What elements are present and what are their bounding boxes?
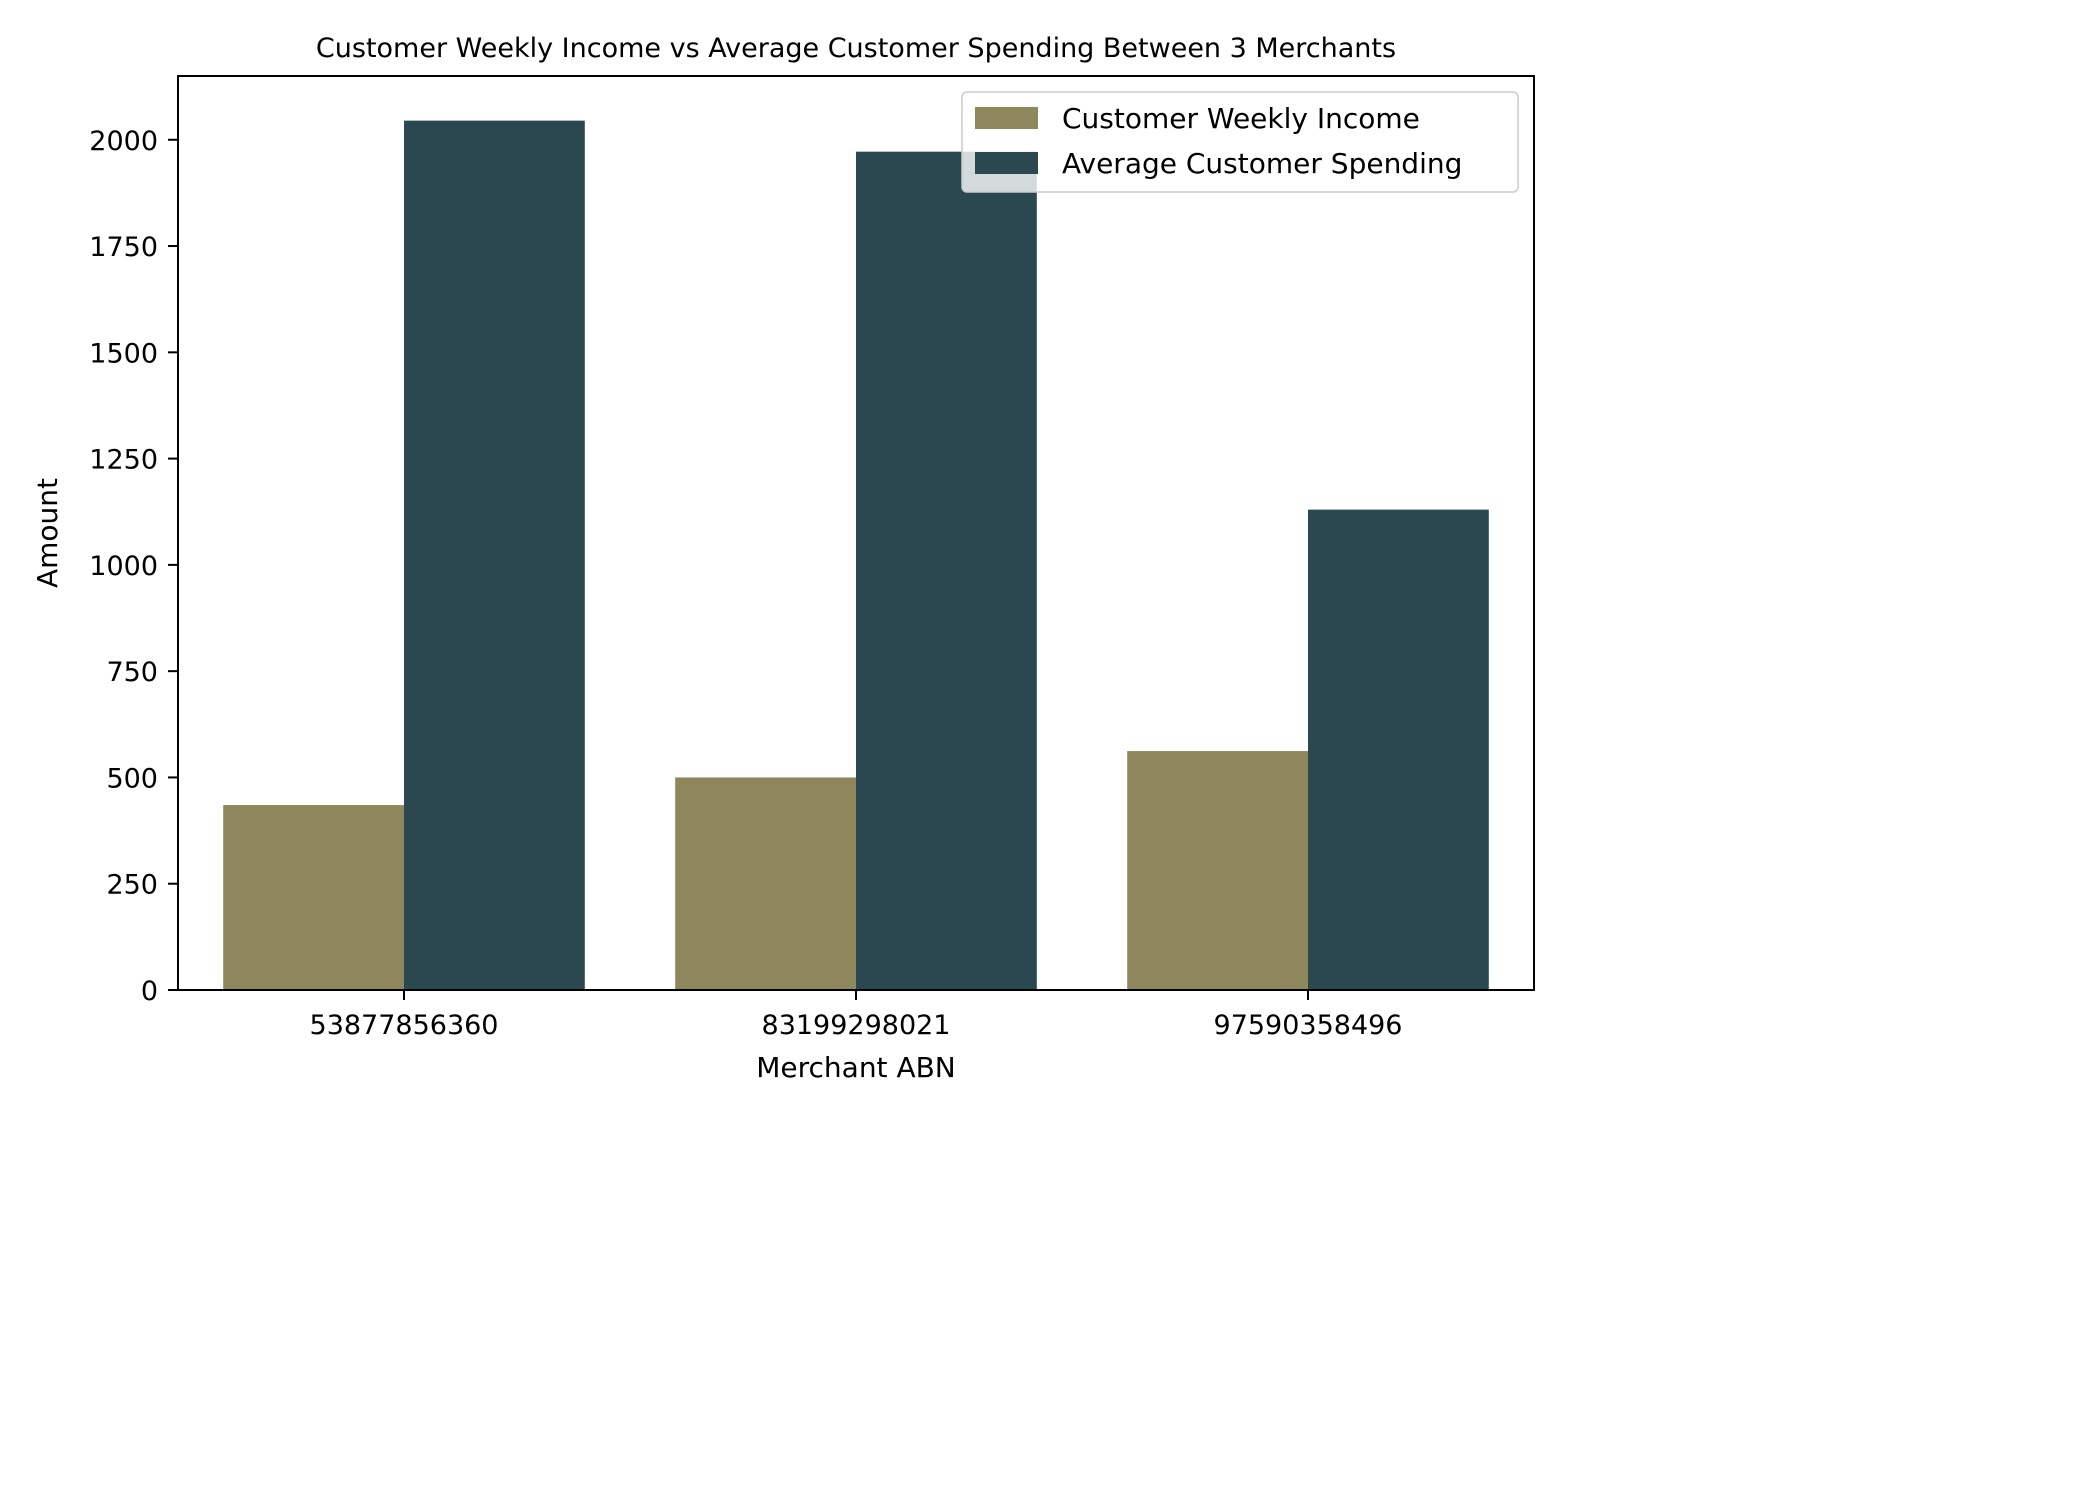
- y-axis-label: Amount: [31, 478, 64, 588]
- bar-average-customer-spending-83199298021: [856, 151, 1037, 991]
- bar-customer-weekly-income-83199298021: [675, 777, 856, 990]
- bar-customer-weekly-income-53877856360: [223, 805, 404, 990]
- x-axis: 53877856360 83199298021 97590358496: [310, 990, 1403, 1041]
- y-tick-label: 750: [106, 657, 158, 688]
- legend: Customer Weekly Income Average Customer …: [961, 91, 1519, 193]
- legend-swatch-average-customer-spending: [975, 152, 1038, 174]
- bar-chart: Customer Weekly Income vs Average Custom…: [31, 33, 1535, 1084]
- bar-average-customer-spending-53877856360: [404, 120, 585, 990]
- plot-frame: [177, 75, 1535, 991]
- y-tick-label: 1750: [89, 232, 158, 263]
- bar-average-customer-spending-97590358496: [1308, 509, 1489, 990]
- legend-label-customer-weekly-income: Customer Weekly Income: [1062, 102, 1420, 135]
- y-tick-label: 0: [141, 976, 158, 1007]
- chart-container: Customer Weekly Income vs Average Custom…: [31, 33, 1535, 1084]
- y-tick-label: 1500: [89, 338, 158, 369]
- x-tick-label: 83199298021: [762, 1010, 951, 1041]
- legend-label-average-customer-spending: Average Customer Spending: [1062, 147, 1462, 180]
- x-tick-label: 53877856360: [310, 1010, 499, 1041]
- y-tick-label: 250: [106, 870, 158, 901]
- legend-box: [961, 91, 1519, 193]
- x-tick-label: 97590358496: [1214, 1010, 1403, 1041]
- legend-swatch-customer-weekly-income: [975, 107, 1038, 129]
- y-tick-label: 2000: [89, 126, 158, 157]
- y-tick-label: 1250: [89, 445, 158, 476]
- x-axis-label: Merchant ABN: [756, 1051, 956, 1084]
- y-axis: 0 250 500 750 1000 1250 1500 1750 2000: [89, 126, 178, 1007]
- chart-title: Customer Weekly Income vs Average Custom…: [316, 33, 1396, 64]
- y-tick-label: 500: [106, 763, 158, 794]
- bar-customer-weekly-income-97590358496: [1127, 751, 1308, 990]
- y-tick-label: 1000: [89, 551, 158, 582]
- bars-layer: [223, 120, 1489, 991]
